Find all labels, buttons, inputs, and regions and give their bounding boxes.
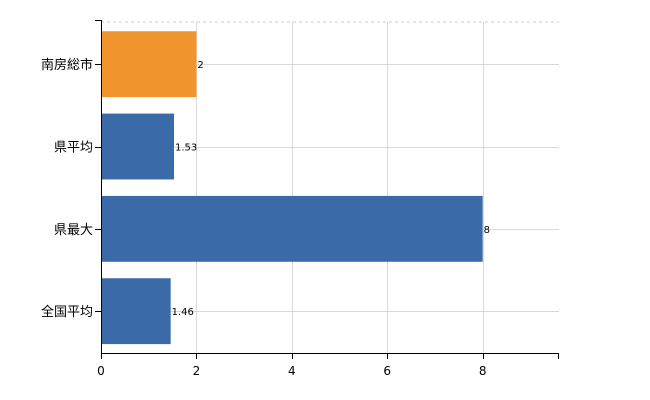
x-tick-label: 0 <box>97 364 105 378</box>
x-tick-label: 6 <box>383 364 391 378</box>
data-label: 8 <box>484 225 490 236</box>
category-label: 南房総市 <box>41 57 93 73</box>
x-tick-label: 8 <box>479 364 487 378</box>
data-label: 2 <box>197 60 203 71</box>
data-label: 1.46 <box>172 307 194 318</box>
axes <box>95 20 559 359</box>
labels: 2 南房総市 1.53 県平均 8 県最大 1.46 全国平均 0 2 4 6 8 <box>41 57 490 378</box>
data-label: 1.53 <box>175 143 197 154</box>
category-label: 全国平均 <box>41 304 93 320</box>
category-label: 県最大 <box>54 223 93 238</box>
bar <box>101 195 483 262</box>
bar <box>101 113 174 180</box>
x-tick-label: 4 <box>288 364 296 378</box>
bars <box>101 31 483 345</box>
bar <box>101 278 171 345</box>
category-label: 県平均 <box>54 141 93 156</box>
x-tick-label: 2 <box>193 364 201 378</box>
bar <box>101 31 197 98</box>
